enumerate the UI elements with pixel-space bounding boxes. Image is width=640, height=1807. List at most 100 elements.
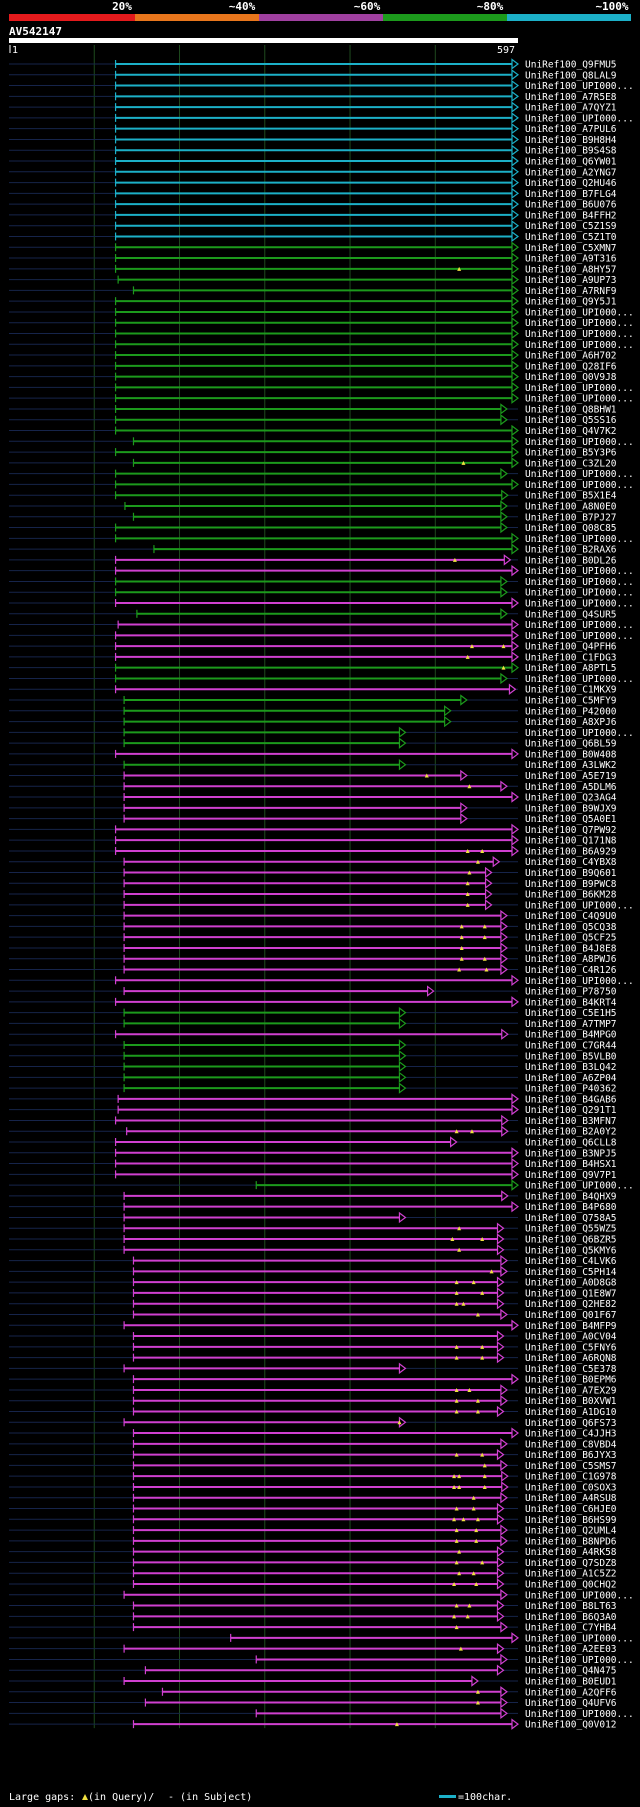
hit-row[interactable]: UniRef100_Q4V7K2 [9, 424, 617, 437]
hit-row[interactable]: UniRef100_B6A929 [9, 845, 617, 857]
hit-label[interactable]: UniRef100_Q7PW92 [525, 825, 617, 836]
hit-row[interactable]: UniRef100_A0CV04 [9, 1330, 617, 1343]
hit-label[interactable]: UniRef100_Q9FMU5 [525, 60, 617, 71]
hit-row[interactable]: UniRef100_A7RNF9 [9, 284, 617, 297]
hit-row[interactable]: UniRef100_UPI000... [9, 618, 634, 631]
hit-label[interactable]: UniRef100_B9H8H4 [525, 135, 617, 146]
hit-row[interactable]: UniRef100_C5MFY9 [9, 694, 617, 707]
hit-label[interactable]: UniRef100_A3LWK2 [525, 760, 617, 771]
hit-label[interactable]: UniRef100_A9UP73 [525, 275, 617, 286]
hit-label[interactable]: UniRef100_B6KM28 [525, 890, 617, 901]
hit-row[interactable]: UniRef100_A5E719 [9, 769, 617, 782]
hit-row[interactable]: UniRef100_UPI000... [9, 478, 634, 491]
hit-label[interactable]: UniRef100_Q23AG4 [525, 793, 617, 804]
hit-label[interactable]: UniRef100_A2YNG7 [525, 167, 617, 178]
hit-label[interactable]: UniRef100_A7QYZ1 [525, 103, 617, 114]
hit-label[interactable]: UniRef100_C3ZL20 [525, 458, 617, 469]
hit-label[interactable]: UniRef100_UPI000... [525, 1181, 634, 1192]
hit-label[interactable]: UniRef100_Q4PFH6 [525, 642, 617, 653]
hit-row[interactable]: UniRef100_B6KM28 [9, 888, 617, 901]
hit-label[interactable]: UniRef100_C5FNY6 [525, 1342, 617, 1353]
hit-label[interactable]: UniRef100_C0SOX3 [525, 1482, 617, 1493]
hit-label[interactable]: UniRef100_Q7SDZ8 [525, 1558, 617, 1569]
hit-label[interactable]: UniRef100_UPI000... [525, 383, 634, 394]
hit-row[interactable]: UniRef100_B9H8H4 [9, 133, 617, 146]
hit-label[interactable]: UniRef100_A2QFF6 [525, 1687, 617, 1698]
hit-label[interactable]: UniRef100_B3MFN7 [525, 1116, 617, 1127]
hit-label[interactable]: UniRef100_A8HY57 [525, 264, 617, 275]
hit-label[interactable]: UniRef100_Q5CF25 [525, 933, 617, 944]
hit-label[interactable]: UniRef100_UPI000... [525, 81, 634, 92]
hit-label[interactable]: UniRef100_Q6BZR5 [525, 1235, 617, 1246]
hit-row[interactable]: UniRef100_UPI000... [9, 1632, 634, 1644]
hit-row[interactable]: UniRef100_UPI000... [9, 532, 634, 545]
hit-label[interactable]: UniRef100_Q01F67 [525, 1310, 617, 1321]
hit-row[interactable]: UniRef100_UPI000... [9, 79, 634, 92]
hit-row[interactable]: UniRef100_A8XPJ6 [9, 715, 617, 728]
hit-label[interactable]: UniRef100_C8VBD4 [525, 1439, 617, 1450]
hit-row[interactable]: UniRef100_Q28IF6 [9, 360, 617, 372]
hit-label[interactable]: UniRef100_Q0CHQ2 [525, 1579, 617, 1590]
hit-label[interactable]: UniRef100_Q2UML4 [525, 1526, 617, 1537]
hit-label[interactable]: UniRef100_Q291T1 [525, 1105, 617, 1116]
hit-row[interactable]: UniRef100_A7TMP7 [9, 1017, 617, 1030]
hit-row[interactable]: UniRef100_B6HS99 [9, 1513, 617, 1526]
hit-row[interactable]: UniRef100_UPI000... [9, 338, 634, 351]
hit-row[interactable]: UniRef100_C5XMN7 [9, 241, 617, 254]
hit-label[interactable]: UniRef100_UPI000... [525, 599, 634, 610]
hit-row[interactable]: UniRef100_C1FDG3 [9, 651, 617, 663]
hit-label[interactable]: UniRef100_B0DL26 [525, 555, 617, 566]
hit-label[interactable]: UniRef100_UPI000... [525, 620, 634, 631]
hit-row[interactable]: UniRef100_C6HJE0 [9, 1502, 617, 1515]
hit-row[interactable]: UniRef100_B0EUD1 [9, 1675, 617, 1688]
hit-row[interactable]: UniRef100_UPI000... [9, 392, 634, 405]
hit-label[interactable]: UniRef100_UPI000... [525, 329, 634, 340]
hit-row[interactable]: UniRef100_A8N0E0 [9, 500, 617, 512]
hit-row[interactable]: UniRef100_B2RAX6 [9, 543, 617, 556]
hit-row[interactable]: UniRef100_Q0V012 [9, 1718, 617, 1731]
hit-row[interactable]: UniRef100_Q758A5 [9, 1211, 617, 1224]
hit-row[interactable]: UniRef100_UPI000... [9, 306, 634, 318]
hit-label[interactable]: UniRef100_Q08C85 [525, 523, 617, 534]
hit-row[interactable]: UniRef100_C1MKX9 [9, 683, 617, 696]
hit-row[interactable]: UniRef100_UPI000... [9, 1653, 634, 1666]
hit-row[interactable]: UniRef100_A2QFF6 [9, 1686, 617, 1698]
hit-row[interactable]: UniRef100_B4HSX1 [9, 1157, 617, 1170]
hit-label[interactable]: UniRef100_A1DG10 [525, 1407, 617, 1418]
hit-label[interactable]: UniRef100_B3NPJ5 [525, 1148, 617, 1159]
hit-row[interactable]: UniRef100_A8HY57 [9, 263, 617, 275]
hit-label[interactable]: UniRef100_C5Z1S9 [525, 221, 617, 232]
hit-label[interactable]: UniRef100_Q1E8W7 [525, 1288, 617, 1299]
hit-row[interactable]: UniRef100_C8VBD4 [9, 1438, 617, 1450]
hit-label[interactable]: UniRef100_UPI000... [525, 1590, 634, 1601]
hit-label[interactable]: UniRef100_C4JJH3 [525, 1429, 617, 1440]
hit-row[interactable]: UniRef100_Q8LAL9 [9, 69, 617, 81]
hit-label[interactable]: UniRef100_B8LT63 [525, 1601, 617, 1612]
hit-row[interactable]: UniRef100_UPI000... [9, 112, 634, 124]
hit-row[interactable]: UniRef100_B3MFN7 [9, 1114, 617, 1127]
hit-row[interactable]: UniRef100_B4J8E8 [9, 942, 617, 954]
hit-row[interactable]: UniRef100_B9WJX9 [9, 802, 617, 814]
hit-label[interactable]: UniRef100_B4KRT4 [525, 997, 617, 1008]
hit-row[interactable]: UniRef100_Q0CHQ2 [9, 1578, 617, 1590]
hit-label[interactable]: UniRef100_UPI000... [525, 318, 634, 329]
hit-label[interactable]: UniRef100_P40362 [525, 1084, 617, 1095]
hit-label[interactable]: UniRef100_UPI000... [525, 674, 634, 685]
hit-row[interactable]: UniRef100_C4JJH3 [9, 1427, 617, 1440]
hit-row[interactable]: UniRef100_Q2HU46 [9, 176, 617, 189]
hit-label[interactable]: UniRef100_A7PUL6 [525, 124, 617, 135]
hit-row[interactable]: UniRef100_B9Q601 [9, 866, 617, 879]
hit-row[interactable]: UniRef100_A5DLM6 [9, 780, 617, 793]
hit-label[interactable]: UniRef100_UPI000... [525, 394, 634, 405]
hit-row[interactable]: UniRef100_B0DL26 [9, 554, 617, 566]
hit-label[interactable]: UniRef100_C1G978 [525, 1472, 617, 1483]
hit-row[interactable]: UniRef100_Q9FMU5 [9, 58, 617, 71]
hit-row[interactable]: UniRef100_Q23AG4 [9, 791, 617, 804]
hit-row[interactable]: UniRef100_B8LT63 [9, 1599, 617, 1612]
hit-row[interactable]: UniRef100_B4MPG0 [9, 1028, 617, 1041]
hit-label[interactable]: UniRef100_Q5CQ38 [525, 922, 617, 933]
hit-row[interactable]: UniRef100_Q9V7P1 [9, 1168, 617, 1181]
hit-label[interactable]: UniRef100_C4YBX8 [525, 857, 617, 868]
hit-row[interactable]: UniRef100_A6RQN8 [9, 1351, 617, 1364]
hit-row[interactable]: UniRef100_B4QHX9 [9, 1190, 617, 1202]
